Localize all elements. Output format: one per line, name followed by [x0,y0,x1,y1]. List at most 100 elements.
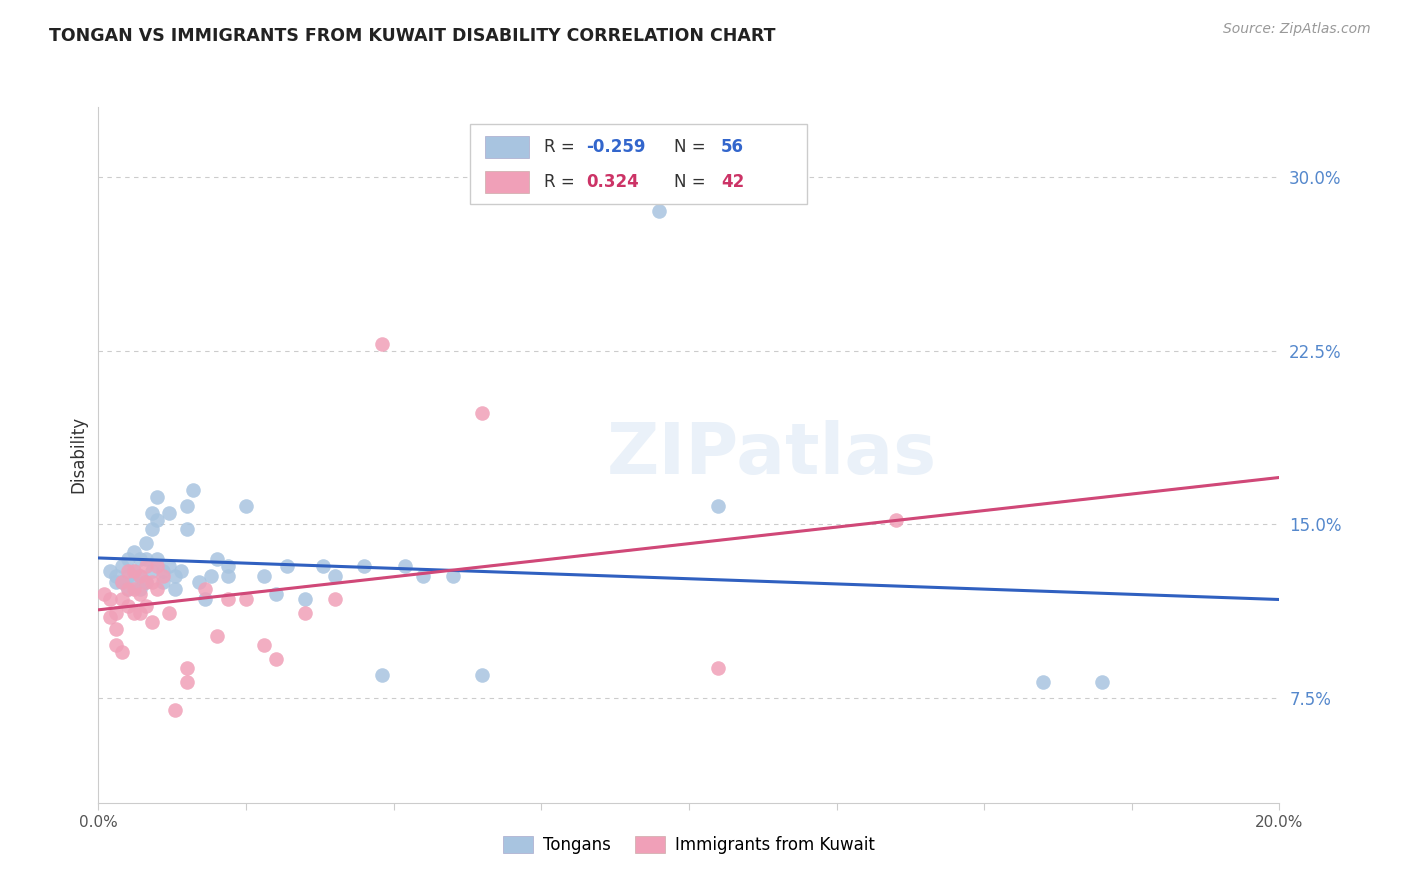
Point [707,661,730,675]
Point [294,591,316,606]
Point [884,513,907,527]
Y-axis label: Disability: Disability [69,417,87,493]
Text: 56: 56 [721,137,744,156]
Point [217,591,239,606]
Point [1091,675,1114,690]
Point [176,499,198,513]
Point [394,559,416,574]
Point [122,545,145,559]
Point [412,568,434,582]
Point [1032,675,1054,690]
FancyBboxPatch shape [471,124,807,204]
Point [135,575,157,590]
Text: -0.259: -0.259 [586,137,645,156]
Text: N =: N = [673,173,710,191]
Point [146,559,169,574]
Point [135,536,157,550]
Point [128,568,150,582]
Point [312,559,335,574]
Point [105,606,128,620]
Point [122,564,145,578]
Point [176,522,198,536]
Text: Source: ZipAtlas.com: Source: ZipAtlas.com [1223,22,1371,37]
Point [471,668,494,682]
Point [235,499,257,513]
Point [98,610,121,624]
Point [117,552,139,566]
Point [276,559,298,574]
Point [165,582,187,597]
Point [323,568,346,582]
Point [141,575,163,590]
Point [122,582,145,597]
Point [217,568,239,582]
Point [117,599,139,613]
Point [176,675,198,690]
Point [135,599,157,613]
Point [146,513,169,527]
Point [135,559,157,574]
Point [146,490,169,504]
Point [205,552,228,566]
Point [98,564,121,578]
Point [323,591,346,606]
Point [122,606,145,620]
Point [152,564,174,578]
Point [294,606,316,620]
FancyBboxPatch shape [485,136,530,158]
Point [165,568,187,582]
Point [128,587,150,601]
Point [371,668,394,682]
Point [105,575,128,590]
Point [264,652,287,666]
Point [170,564,193,578]
Text: R =: R = [544,173,585,191]
Point [135,552,157,566]
Point [111,591,134,606]
Point [371,336,394,351]
Point [111,559,134,574]
Point [152,568,174,582]
Point [194,591,217,606]
Text: R =: R = [544,137,579,156]
Point [141,506,163,520]
Point [264,587,287,601]
Point [117,582,139,597]
Text: N =: N = [673,137,710,156]
Point [235,591,257,606]
Text: ZIPatlas: ZIPatlas [606,420,936,490]
Point [122,564,145,578]
Point [141,615,163,629]
Point [707,499,730,513]
Point [471,406,494,420]
Point [141,564,163,578]
Point [353,559,375,574]
Point [194,582,217,597]
Point [128,552,150,566]
Point [117,564,139,578]
Text: TONGAN VS IMMIGRANTS FROM KUWAIT DISABILITY CORRELATION CHART: TONGAN VS IMMIGRANTS FROM KUWAIT DISABIL… [49,27,776,45]
Point [253,568,276,582]
Point [111,575,134,590]
Point [187,575,209,590]
Text: 0.324: 0.324 [586,173,638,191]
Point [176,661,198,675]
Point [146,552,169,566]
Point [441,568,464,582]
Point [135,575,157,590]
Point [146,582,169,597]
Point [152,575,174,590]
Text: 42: 42 [721,173,744,191]
Point [117,568,139,582]
Point [122,575,145,590]
Point [117,582,139,597]
Point [111,645,134,659]
Point [157,559,180,574]
Point [98,591,121,606]
Point [205,629,228,643]
FancyBboxPatch shape [485,171,530,194]
Point [105,622,128,636]
Point [181,483,204,497]
Point [157,606,180,620]
Point [253,638,276,652]
